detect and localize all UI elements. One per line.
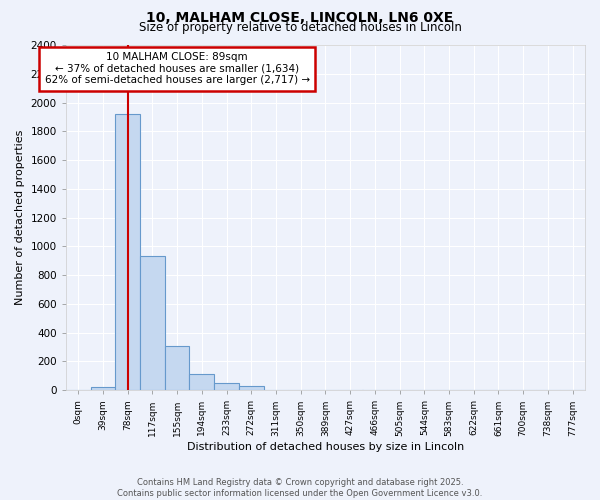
Bar <box>214 383 239 390</box>
Bar <box>115 114 140 390</box>
Bar <box>140 256 165 390</box>
Text: Size of property relative to detached houses in Lincoln: Size of property relative to detached ho… <box>139 21 461 34</box>
Text: 10 MALHAM CLOSE: 89sqm
← 37% of detached houses are smaller (1,634)
62% of semi-: 10 MALHAM CLOSE: 89sqm ← 37% of detached… <box>44 52 310 86</box>
Text: Contains HM Land Registry data © Crown copyright and database right 2025.
Contai: Contains HM Land Registry data © Crown c… <box>118 478 482 498</box>
Text: 10, MALHAM CLOSE, LINCOLN, LN6 0XE: 10, MALHAM CLOSE, LINCOLN, LN6 0XE <box>146 11 454 25</box>
Bar <box>91 388 115 390</box>
Bar <box>190 374 214 390</box>
Bar <box>239 386 263 390</box>
Y-axis label: Number of detached properties: Number of detached properties <box>15 130 25 306</box>
X-axis label: Distribution of detached houses by size in Lincoln: Distribution of detached houses by size … <box>187 442 464 452</box>
Bar <box>165 346 190 390</box>
